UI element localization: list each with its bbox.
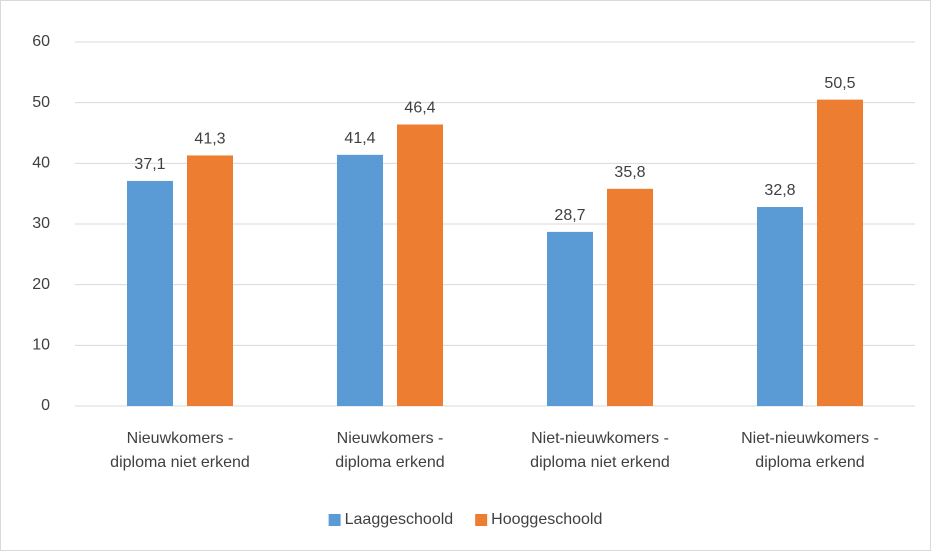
data-label: 41,3 — [194, 131, 225, 148]
bar — [607, 188, 653, 406]
data-label: 46,4 — [404, 100, 435, 117]
y-tick-label: 10 — [32, 337, 50, 354]
bar — [817, 99, 863, 406]
legend-label: Hooggeschoold — [491, 511, 602, 528]
y-tick-label: 20 — [32, 276, 50, 293]
bar — [337, 154, 383, 406]
data-label: 50,5 — [824, 75, 855, 92]
legend-label: Laaggeschoold — [345, 511, 454, 528]
data-label: 37,1 — [134, 156, 165, 173]
data-label: 35,8 — [614, 164, 645, 181]
legend-swatch — [475, 514, 488, 526]
bar — [757, 207, 803, 406]
y-tick-label: 50 — [32, 94, 50, 111]
bar — [397, 124, 443, 407]
x-tick-label: Nieuwkomers - diploma erkend — [335, 430, 445, 471]
y-tick-label: 60 — [32, 33, 50, 50]
y-tick-label: 40 — [32, 155, 50, 172]
bar — [547, 231, 593, 406]
bar — [187, 155, 233, 406]
bar — [127, 180, 173, 406]
x-tick-label: Niet-nieuwkomers - diploma niet erkend — [530, 430, 670, 471]
data-label: 41,4 — [344, 130, 375, 147]
data-label: 32,8 — [764, 182, 795, 199]
legend-swatch — [328, 514, 341, 526]
y-tick-label: 0 — [41, 397, 50, 414]
data-label: 28,7 — [554, 207, 585, 224]
x-tick-label: Nieuwkomers - diploma niet erkend — [110, 430, 250, 471]
x-tick-label: Niet-nieuwkomers - diploma erkend — [741, 430, 879, 471]
y-tick-label: 30 — [32, 215, 50, 232]
